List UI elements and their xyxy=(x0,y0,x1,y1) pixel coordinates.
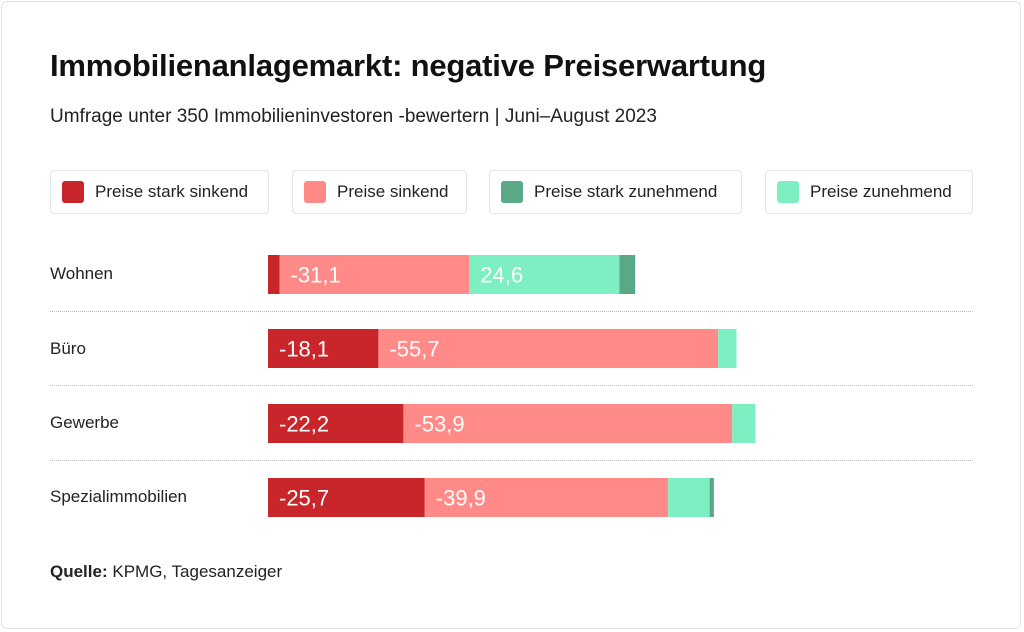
legend-swatch-up xyxy=(777,181,799,203)
legend-item-strong-up: Preise stark zunehmend xyxy=(489,170,742,214)
data-label-strong-down-1: -18,1 xyxy=(279,337,329,362)
bar-segment-down-2 xyxy=(403,404,733,443)
row-divider xyxy=(50,460,973,461)
data-label-down-1: -55,7 xyxy=(389,337,439,362)
bar-segment-strong-down-0 xyxy=(268,255,280,294)
bar-segment-strong-up-3 xyxy=(709,478,714,517)
category-label-spezialimmobilien: Spezialimmobilien xyxy=(50,487,188,506)
legend-swatch-strong-up xyxy=(501,181,523,203)
bar-segment-up-3 xyxy=(668,478,710,517)
source-text: KPMG, Tagesanzeiger xyxy=(112,562,283,581)
legend-item-down: Preise sinkend xyxy=(292,170,467,214)
bar-segment-up-1 xyxy=(718,329,737,368)
bar-segment-up-0 xyxy=(469,255,620,294)
row-divider xyxy=(50,311,973,312)
bar-segment-down-0 xyxy=(279,255,470,294)
data-label-down-2: -53,9 xyxy=(414,412,464,437)
legend-swatch-down xyxy=(304,181,326,203)
legend-item-strong-down: Preise stark sinkend xyxy=(50,170,269,214)
source-note: Quelle: KPMG, Tagesanzeiger xyxy=(50,562,282,582)
data-label-strong-down-2: -22,2 xyxy=(279,412,329,437)
legend-label-strong-down: Preise stark sinkend xyxy=(95,182,249,201)
data-label-down-3: -39,9 xyxy=(436,486,486,511)
category-label-buero: Büro xyxy=(50,339,86,358)
bar-segment-strong-down-1 xyxy=(268,329,379,368)
chart-subtitle: Umfrage unter 350 Immobilieninvestoren -… xyxy=(50,106,657,127)
bar-segment-down-1 xyxy=(378,329,719,368)
legend-label-down: Preise sinkend xyxy=(337,182,449,201)
bar-segment-up-2 xyxy=(732,404,756,443)
category-label-wohnen: Wohnen xyxy=(50,264,114,283)
legend-swatch-strong-down xyxy=(62,181,84,203)
bar-segment-down-3 xyxy=(424,478,669,517)
data-label-down-0: -31,1 xyxy=(291,263,341,288)
data-label-strong-down-3: -25,7 xyxy=(279,486,329,511)
data-label-up-0: 24,6 xyxy=(480,263,523,288)
row-divider xyxy=(50,385,973,386)
bar-segment-strong-up-0 xyxy=(619,255,636,294)
legend-item-up: Preise zunehmend xyxy=(765,170,973,214)
bar-segment-strong-down-2 xyxy=(268,404,404,443)
category-label-gewerbe: Gewerbe xyxy=(50,413,119,432)
source-label: Quelle: xyxy=(50,562,108,581)
chart-title: Immobilienanlagemarkt: negative Preiserw… xyxy=(50,48,767,83)
legend-label-up: Preise zunehmend xyxy=(810,182,952,201)
bar-segment-strong-down-3 xyxy=(268,478,425,517)
legend-label-strong-up: Preise stark zunehmend xyxy=(534,182,718,201)
